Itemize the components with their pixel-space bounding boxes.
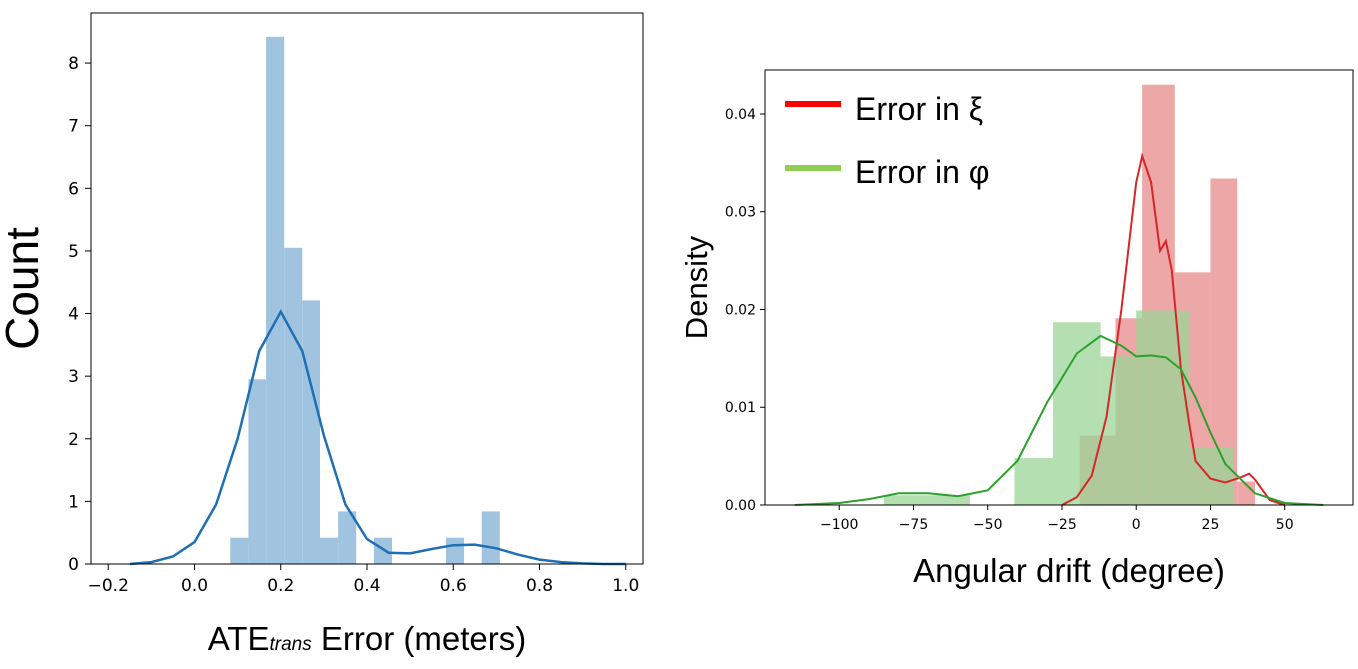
- ate-bar-3: [284, 247, 303, 564]
- ate-bar-4: [302, 300, 320, 564]
- ate-bar-7: [373, 537, 393, 564]
- right-y-tick-label: 0.01: [725, 400, 756, 416]
- ate-bar-8: [445, 537, 465, 564]
- right-y-axis-label: Density: [679, 235, 714, 339]
- ate-bar-2: [266, 36, 285, 564]
- ate-bar-5: [319, 537, 339, 564]
- left-plot-frame: [90, 12, 644, 565]
- phi-bar-2: [1053, 322, 1101, 505]
- xlabel-rest: Error (meters): [312, 620, 527, 657]
- legend: Error in ξ Error in φ: [785, 91, 990, 190]
- ate-bar-1: [248, 379, 267, 564]
- phi-bar-4: [1136, 310, 1190, 505]
- ate-kde-line: [129, 309, 626, 566]
- right-x-tick-label: 50: [1276, 517, 1294, 533]
- right-x-tick-label: 0: [1132, 517, 1141, 533]
- right-plot-frame: [764, 69, 1354, 506]
- right-x-tick-label: −75: [899, 517, 929, 533]
- left-x-tick-label: 0.0: [181, 576, 208, 596]
- left-x-tick-label: 0.4: [353, 576, 380, 596]
- left-bars: [230, 36, 500, 564]
- legend-label-phi: Error in φ: [855, 154, 990, 190]
- left-x-ticks: −0.2 0.0 0.2 0.4 0.6 0.8 1.0: [88, 564, 639, 596]
- right-x-tick-label: 25: [1202, 517, 1220, 533]
- right-y-ticks: 0.00 0.01 0.02 0.03 0.04: [725, 107, 765, 514]
- ate-bar-9: [481, 511, 500, 564]
- xlabel-ate: ATE: [208, 620, 270, 657]
- left-y-tick-label: 1: [68, 492, 79, 512]
- left-y-ticks: 0 1 2 3 4 5 6 7 8: [68, 54, 91, 575]
- ate-histogram-chart: −0.2 0.0 0.2 0.4 0.6 0.8 1.0 0 1 2 3 4 5 6 7 8 Count A…: [0, 12, 644, 657]
- phi-bar-5: [1189, 447, 1235, 505]
- legend-label-xi: Error in ξ: [855, 91, 983, 127]
- right-x-tick-label: −25: [1047, 517, 1077, 533]
- left-y-tick-label: 6: [68, 179, 79, 199]
- right-x-tick-label: −50: [973, 517, 1003, 533]
- left-y-tick-label: 8: [68, 54, 79, 74]
- right-y-tick-label: 0.03: [725, 205, 756, 221]
- left-x-tick-label: 1.0: [612, 576, 639, 596]
- left-y-tick-label: 4: [68, 305, 79, 325]
- right-x-tick-label: −100: [820, 517, 858, 533]
- angular-drift-histogram-chart: −100 −75 −50 −25 0 25 50 0.000.010.020.030.04 …: [679, 69, 1354, 589]
- left-x-tick-label: −0.2: [88, 576, 129, 596]
- right-y-tick-label: 0.00: [725, 498, 756, 514]
- left-x-tick-label: 0.6: [440, 576, 467, 596]
- right-kde-lines: [794, 152, 1324, 506]
- left-y-axis-label: Count: [0, 227, 48, 350]
- xlabel-subscript: trans: [269, 634, 312, 655]
- phi-kde-line: [794, 334, 1324, 506]
- left-y-tick-label: 0: [68, 555, 79, 575]
- phi-bar-3: [1100, 356, 1137, 505]
- ate-bar-6: [338, 511, 357, 564]
- left-y-tick-label: 2: [68, 430, 79, 450]
- right-x-ticks: −100 −75 −50 −25 0 25 50: [820, 505, 1294, 533]
- phi-bar-1: [1014, 458, 1054, 505]
- left-y-tick-label: 3: [68, 367, 79, 387]
- right-y-tick-label: 0.04: [725, 107, 756, 123]
- left-x-tick-label: 0.2: [267, 576, 294, 596]
- left-y-tick-label: 7: [68, 117, 79, 137]
- right-bars: [883, 84, 1255, 506]
- xi-kde-line: [1061, 152, 1286, 506]
- left-x-axis-label: ATEtrans Error (meters): [208, 620, 526, 657]
- right-x-axis-label: Angular drift (degree): [913, 552, 1225, 589]
- phi-bar-0: [883, 495, 970, 505]
- ate-bar-0: [230, 537, 249, 564]
- left-y-tick-label: 5: [68, 242, 79, 262]
- left-x-tick-label: 0.8: [526, 576, 553, 596]
- right-y-tick-label: 0.02: [725, 302, 756, 318]
- xi-bar-5: [1237, 481, 1255, 505]
